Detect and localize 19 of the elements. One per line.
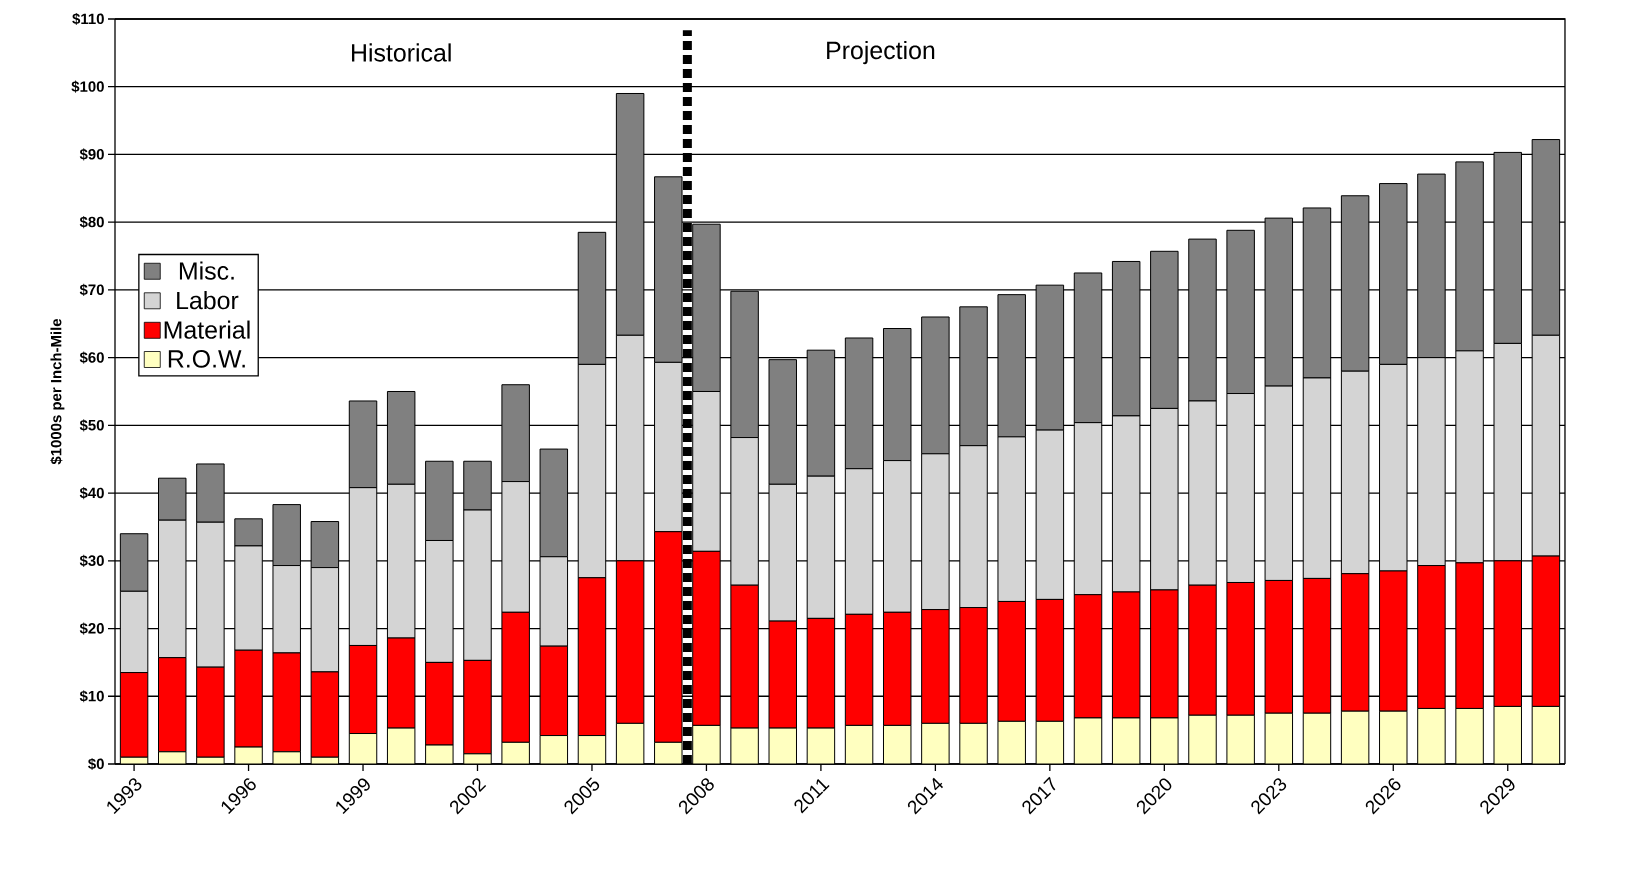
y-axis-title: $1000s per Inch-Mile <box>50 318 65 465</box>
y-tick-label: $20 <box>79 622 104 635</box>
y-tick-label: $10 <box>79 690 104 703</box>
y-tick-label: $100 <box>71 80 104 93</box>
y-tick-label: $40 <box>79 486 104 500</box>
legend-label: R.O.W. <box>168 350 245 368</box>
y-tick-label: $50 <box>79 419 104 432</box>
y-tick-label: $0 <box>88 757 104 771</box>
annotation: Historical <box>352 43 451 62</box>
y-tick-label: $30 <box>79 554 104 567</box>
y-tick-label: $60 <box>79 351 104 364</box>
legend-label: Material <box>164 320 250 339</box>
legend-label: Labor <box>177 291 239 310</box>
y-tick-label: $80 <box>79 216 104 229</box>
annotation: Projection <box>827 40 935 65</box>
y-tick-label: $90 <box>79 148 104 161</box>
y-tick-label: $70 <box>79 283 104 296</box>
legend-label: Misc. <box>179 261 234 280</box>
y-tick-label: $110 <box>72 12 104 26</box>
